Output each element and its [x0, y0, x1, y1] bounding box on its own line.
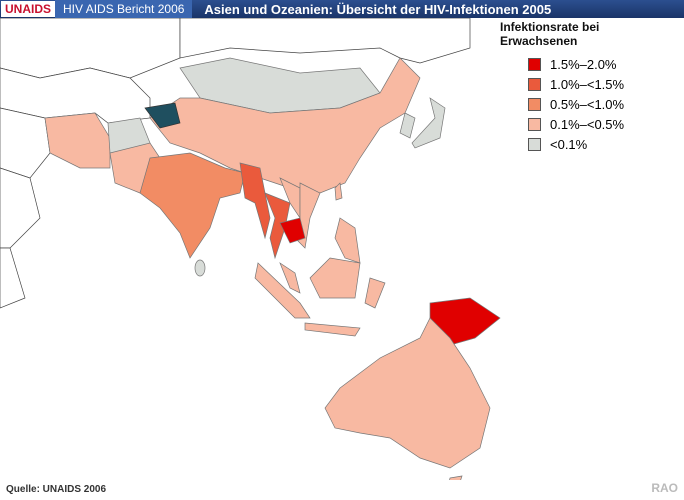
legend-item: <0.1% — [528, 134, 680, 154]
country — [334, 182, 343, 201]
country — [304, 322, 361, 337]
country — [139, 152, 246, 259]
country — [149, 57, 421, 194]
country — [411, 97, 446, 149]
legend-label: 1.0%–<1.5% — [550, 76, 625, 92]
legend: Infektionsrate bei Erwachsenen 1.5%–2.0%… — [500, 20, 680, 154]
legend-swatch — [528, 57, 541, 71]
legend-item: 0.5%–<1.0% — [528, 94, 680, 114]
country — [44, 112, 111, 169]
country — [324, 317, 491, 469]
header: UNAIDS HIV AIDS Bericht 2006 Asien und O… — [0, 0, 684, 18]
legend-swatch — [528, 77, 541, 91]
legend-swatch — [528, 97, 541, 111]
country — [254, 262, 311, 319]
legend-label: 0.5%–<1.0% — [550, 96, 625, 112]
legend-swatch — [528, 117, 541, 131]
country — [334, 217, 361, 264]
legend-label: <0.1% — [550, 136, 588, 152]
legend-swatch — [528, 137, 541, 151]
country — [239, 162, 271, 240]
source: Quelle: UNAIDS 2006 — [6, 484, 107, 495]
legend-item: 0.1%–<0.5% — [528, 114, 680, 134]
legend-items: 1.5%–2.0% 1.0%–<1.5% 0.5%–<1.0% 0.1%–<0.5% <… — [500, 54, 680, 154]
country — [279, 262, 301, 294]
map — [0, 18, 501, 480]
country — [399, 112, 416, 139]
legend-label: 1.5%–2.0% — [550, 56, 617, 72]
country — [279, 217, 306, 244]
outline-countries — [0, 18, 471, 309]
country — [144, 102, 181, 129]
legend-label: 0.1%–<0.5% — [550, 116, 625, 132]
logo: UNAIDS — [1, 1, 56, 17]
country — [364, 277, 386, 309]
country — [194, 259, 206, 277]
report-name: HIV AIDS Bericht 2006 — [55, 0, 193, 18]
legend-item: 1.5%–2.0% — [528, 54, 680, 74]
country — [309, 257, 361, 299]
legend-item: 1.0%–<1.5% — [528, 74, 680, 94]
credit: RAO — [651, 481, 678, 495]
legend-title: Infektionsrate bei Erwachsenen — [500, 20, 600, 48]
countries — [44, 57, 501, 480]
map-title: Asien und Ozeanien: Übersicht der HIV-In… — [204, 1, 552, 17]
country — [449, 475, 463, 480]
